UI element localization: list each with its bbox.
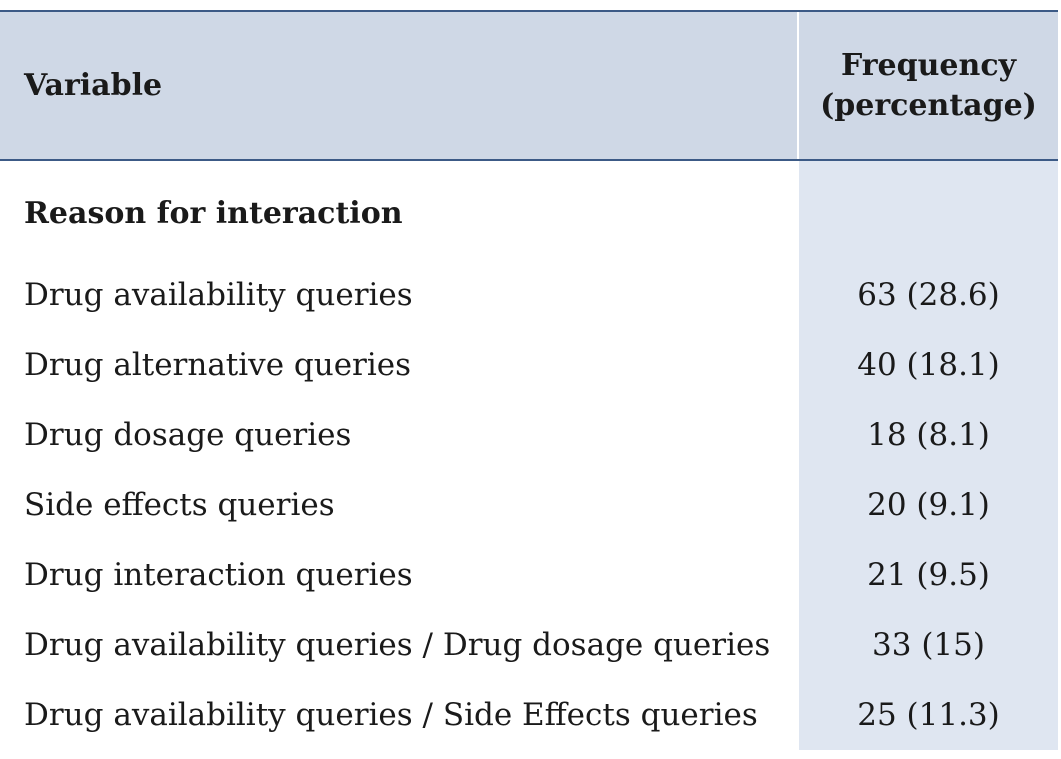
row-label: Drug interaction queries — [0, 540, 798, 610]
header-row: Variable Frequency (percentage) — [0, 12, 1058, 161]
frequency-header-line2: (percentage) — [820, 87, 1037, 123]
row-label: Drug alternative queries — [0, 330, 798, 400]
table-row: Drug availability queries / Side Effects… — [0, 680, 1058, 750]
table-row: Drug dosage queries 18 (8.1) — [0, 400, 1058, 470]
section-row: Reason for interaction — [0, 160, 1058, 260]
table-row: Drug availability queries / Drug dosage … — [0, 610, 1058, 680]
row-value: 40 (18.1) — [797, 330, 1058, 400]
table: Variable Frequency (percentage) Reason f… — [0, 12, 1058, 750]
section-title: Reason for interaction — [0, 160, 798, 260]
row-value: 25 (11.3) — [797, 680, 1058, 750]
frequency-table: Variable Frequency (percentage) Reason f… — [0, 10, 1058, 750]
table-row: Drug interaction queries 21 (9.5) — [0, 540, 1058, 610]
frequency-header-line1: Frequency — [840, 47, 1017, 83]
row-value: 18 (8.1) — [797, 400, 1058, 470]
row-label: Drug availability queries / Side Effects… — [0, 680, 798, 750]
table-row: Drug alternative queries 40 (18.1) — [0, 330, 1058, 400]
row-value: 21 (9.5) — [797, 540, 1058, 610]
table-row: Drug availability queries 63 (28.6) — [0, 260, 1058, 330]
row-value: 20 (9.1) — [797, 470, 1058, 540]
row-label: Drug dosage queries — [0, 400, 798, 470]
row-label: Drug availability queries — [0, 260, 798, 330]
section-frequency-cell — [797, 160, 1058, 260]
row-label: Side effects queries — [0, 470, 798, 540]
table-row: Side effects queries 20 (9.1) — [0, 470, 1058, 540]
frequency-column-header: Frequency (percentage) — [797, 12, 1058, 161]
row-value: 63 (28.6) — [797, 260, 1058, 330]
row-value: 33 (15) — [797, 610, 1058, 680]
row-label: Drug availability queries / Drug dosage … — [0, 610, 798, 680]
variable-column-header: Variable — [0, 12, 798, 161]
